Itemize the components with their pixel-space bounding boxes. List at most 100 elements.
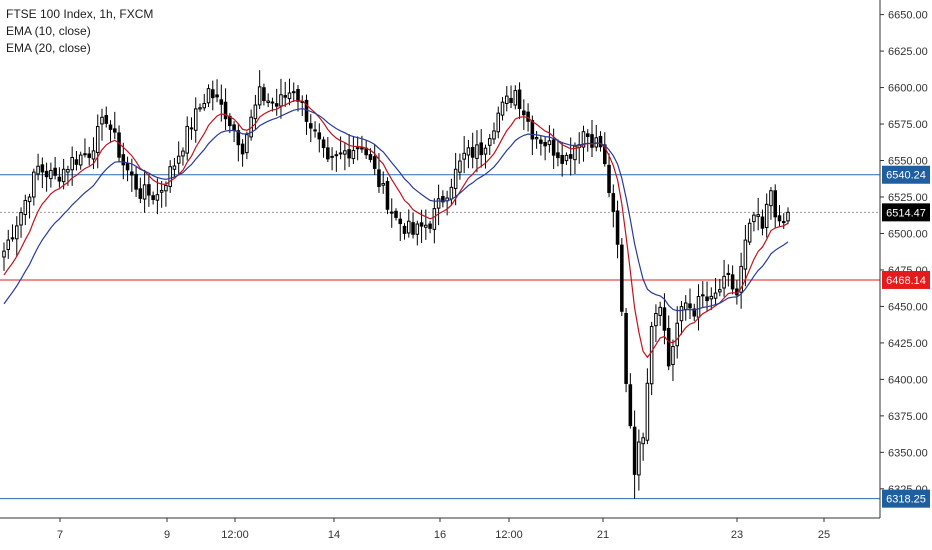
- candle: [249, 109, 253, 141]
- candle-body: [121, 154, 126, 166]
- candle: [100, 108, 104, 141]
- candle: [104, 106, 109, 128]
- candle: [505, 86, 509, 112]
- candle-body: [198, 107, 202, 110]
- x-tick-label: 21: [597, 529, 609, 541]
- candle-body: [78, 154, 83, 166]
- candle: [449, 178, 454, 206]
- candle-body: [66, 169, 70, 173]
- candle: [675, 306, 679, 359]
- candle-body: [168, 166, 172, 187]
- candle: [334, 150, 339, 172]
- candle-body: [142, 184, 147, 200]
- candle-body: [415, 223, 420, 235]
- candle-body: [543, 141, 547, 147]
- candle-body: [649, 326, 654, 385]
- y-tick-label: 6350.00: [888, 447, 928, 459]
- candle: [683, 295, 688, 321]
- candle: [475, 130, 479, 173]
- candle: [53, 157, 57, 180]
- candle: [713, 277, 718, 306]
- candle-body: [666, 327, 671, 367]
- candle-body: [407, 220, 411, 234]
- candle-body: [705, 296, 709, 302]
- candle: [718, 278, 722, 297]
- price-label[interactable]: 6514.47: [882, 203, 930, 222]
- candle: [385, 177, 390, 215]
- candle-body: [458, 160, 462, 173]
- candle: [598, 131, 603, 152]
- candle-body: [568, 154, 573, 159]
- candle-body: [620, 244, 624, 312]
- x-tick-label: 12:00: [221, 529, 249, 541]
- candle-body: [321, 139, 326, 149]
- candle-body: [343, 150, 347, 155]
- candle: [649, 321, 654, 396]
- candle: [747, 218, 752, 246]
- candle: [756, 197, 760, 231]
- candle: [321, 136, 326, 158]
- candle-body: [424, 224, 428, 228]
- candle-body: [32, 171, 36, 198]
- candle: [705, 281, 709, 311]
- candle: [185, 116, 189, 161]
- candle: [543, 136, 547, 161]
- candle-body: [27, 196, 32, 203]
- price-label-text: 6468.14: [886, 275, 926, 287]
- candle: [492, 122, 496, 145]
- candle-body: [10, 237, 15, 240]
- legend: FTSE 100 Index, 1h, FXCM EMA (10, close)…: [6, 6, 153, 57]
- candle-body: [573, 145, 577, 161]
- candle: [573, 142, 577, 175]
- candle-body: [185, 125, 189, 154]
- candle-body: [777, 215, 782, 222]
- legend-ema-10[interactable]: EMA (10, close): [6, 24, 91, 38]
- candle-body: [219, 99, 224, 105]
- candle-body: [747, 222, 752, 243]
- candle: [206, 84, 211, 107]
- legend-symbol[interactable]: FTSE 100 Index, 1h, FXCM: [6, 7, 154, 21]
- candle-body: [551, 139, 556, 156]
- candle-body: [781, 221, 786, 224]
- candle: [389, 198, 394, 228]
- candle-body: [683, 302, 688, 310]
- price-label[interactable]: 6318.25: [882, 489, 930, 508]
- candle: [87, 146, 91, 166]
- candle: [2, 242, 6, 271]
- candle-body: [61, 168, 66, 183]
- candle: [6, 229, 11, 259]
- candle: [159, 180, 164, 208]
- candle: [23, 194, 28, 226]
- candle-body: [338, 152, 343, 155]
- candle: [83, 138, 87, 158]
- candle: [108, 120, 113, 143]
- candle-body: [607, 164, 611, 194]
- candle-body: [394, 210, 398, 218]
- y-tick-label: 6600.00: [888, 83, 928, 95]
- candle-body: [57, 176, 62, 182]
- candle-body: [385, 181, 390, 210]
- candle-body: [23, 200, 28, 216]
- candle-body: [598, 135, 603, 148]
- candle-body: [432, 208, 437, 230]
- candle-body: [181, 150, 185, 157]
- candle-body: [19, 212, 23, 226]
- price-label[interactable]: 6540.24: [882, 165, 930, 184]
- candle: [620, 237, 624, 317]
- candle-body: [83, 153, 87, 156]
- candle: [624, 307, 628, 393]
- legend-ema-20[interactable]: EMA (20, close): [6, 41, 91, 55]
- candle: [291, 82, 296, 102]
- candle-body: [769, 190, 773, 207]
- candle-body: [44, 170, 49, 178]
- price-label[interactable]: 6468.14: [882, 270, 930, 289]
- candle: [172, 157, 177, 178]
- candle-body: [40, 164, 45, 173]
- candle-body: [296, 89, 300, 102]
- candle: [479, 129, 483, 168]
- candle: [556, 139, 560, 167]
- candle: [74, 150, 79, 171]
- candle: [509, 85, 513, 109]
- ema-20-line: [3, 107, 789, 312]
